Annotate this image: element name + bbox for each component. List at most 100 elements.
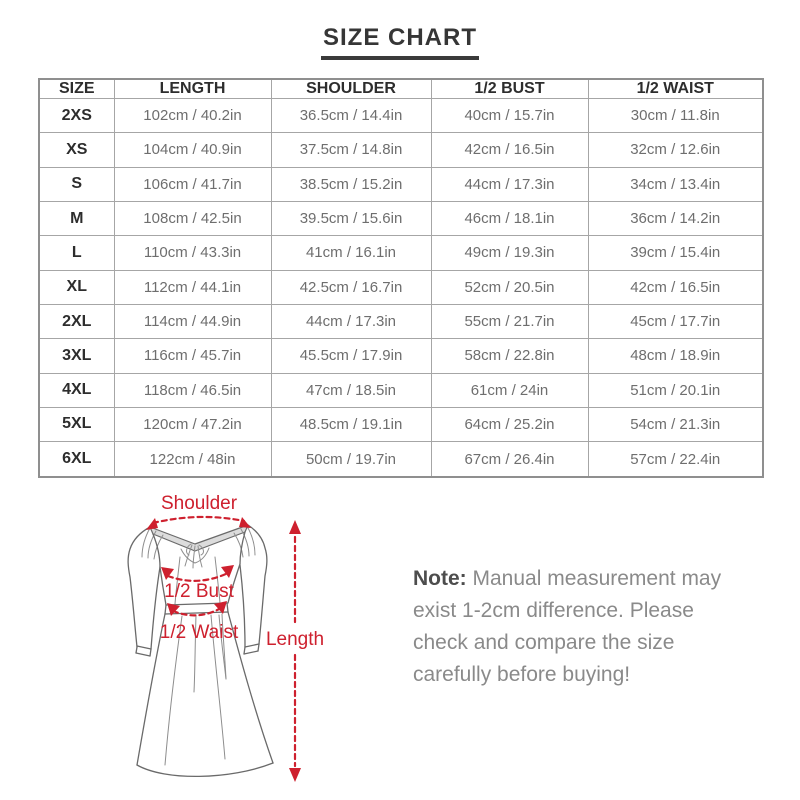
measure-cell: 102cm / 40.2in [113, 97, 272, 134]
bust-arrow-right-icon [221, 565, 234, 578]
table-row: 2XS 102cm / 40.2in 36.5cm / 14.4in 40cm / 1… [38, 97, 764, 134]
measure-cell: 44cm / 17.3in [430, 166, 589, 202]
measure-cell: 67cm / 26.4in [430, 441, 589, 478]
measure-cell: 48.5cm / 19.1in [270, 406, 432, 443]
measure-cell: 44cm / 17.3in [270, 303, 432, 340]
waist-label: 1/2 Waist [160, 622, 239, 643]
measure-cell: 54cm / 21.3in [587, 406, 764, 443]
skirt [136, 611, 274, 778]
measure-cell: 42cm / 16.5in [430, 132, 589, 168]
note-text: Note: Manual measurement may exist 1-2cm… [413, 563, 733, 691]
measure-cell: 42cm / 16.5in [587, 269, 764, 305]
waistband [164, 602, 229, 615]
column-header: SHOULDER [270, 78, 432, 99]
title-wrap: SIZE CHART [0, 24, 800, 60]
bust-measure-line [166, 571, 230, 582]
dress-illustration: Shoulder 1/2 Bust 1/2 Waist Length [127, 493, 324, 782]
size-table: SIZE LENGTH SHOULDER 1/2 BUST 1/2 WAIST 2XS 1… [38, 78, 764, 478]
table-row: 3XL 116cm / 45.7in 45.5cm / 17.9in 58cm / 2… [38, 338, 764, 374]
size-table-head: SIZE LENGTH SHOULDER 1/2 BUST 1/2 WAIST [38, 78, 764, 99]
size-cell: XS [38, 132, 115, 168]
table-row: L 110cm / 43.3in 41cm / 16.1in 49cm / 19.3i… [38, 235, 764, 271]
right-sleeve [233, 524, 268, 655]
size-cell: L [38, 235, 115, 271]
measure-cell: 32cm / 12.6in [587, 132, 764, 168]
dress-outline [127, 524, 274, 778]
neckline-band [149, 524, 249, 552]
measure-cell: 36.5cm / 14.4in [270, 97, 432, 134]
header-row: SIZE LENGTH SHOULDER 1/2 BUST 1/2 WAIST [38, 78, 764, 99]
measure-cell: 47cm / 18.5in [270, 372, 432, 408]
measure-cell: 108cm / 42.5in [113, 200, 272, 237]
size-cell: 3XL [38, 338, 115, 374]
measure-cell: 110cm / 43.3in [113, 235, 272, 271]
length-label: Length [266, 629, 324, 650]
measure-cell: 38.5cm / 15.2in [270, 166, 432, 202]
measure-cell: 112cm / 44.1in [113, 269, 272, 305]
column-header: 1/2 BUST [430, 78, 589, 99]
measure-cell: 45cm / 17.7in [587, 303, 764, 340]
measure-cell: 36cm / 14.2in [587, 200, 764, 237]
note-body: Manual measurement may exist 1-2cm diffe… [413, 567, 722, 686]
size-cell: 4XL [38, 372, 115, 408]
measure-cell: 51cm / 20.1in [587, 372, 764, 408]
table-row: 6XL 122cm / 48in 50cm / 19.7in 67cm / 26.4i… [38, 441, 764, 478]
bust-label: 1/2 Bust [164, 581, 234, 602]
bodice [152, 531, 246, 606]
column-header: SIZE [38, 78, 115, 99]
size-cell: 2XL [38, 303, 115, 340]
measure-cell: 120cm / 47.2in [113, 406, 272, 443]
shoulder-arrow-right-icon [239, 517, 251, 528]
table-row: XS 104cm / 40.9in 37.5cm / 14.8in 42cm / 16… [38, 132, 764, 168]
measure-cell: 46cm / 18.1in [430, 200, 589, 237]
measure-cell: 118cm / 46.5in [113, 372, 272, 408]
table-row: XL 112cm / 44.1in 42.5cm / 16.7in 52cm / 20… [38, 269, 764, 305]
measure-cell: 42.5cm / 16.7in [270, 269, 432, 305]
size-cell: 5XL [38, 406, 115, 443]
measure-cell: 57cm / 22.4in [587, 441, 764, 478]
drawstring-tie [184, 543, 204, 569]
length-arrow-up-icon [289, 520, 301, 534]
measure-cell: 40cm / 15.7in [430, 97, 589, 134]
waist-measure-line [171, 606, 223, 617]
table-row: 4XL 118cm / 46.5in 47cm / 18.5in 61cm / 24i… [38, 372, 764, 408]
measure-cell: 39.5cm / 15.6in [270, 200, 432, 237]
table-row: M 108cm / 42.5in 39.5cm / 15.6in 46cm / 18.… [38, 200, 764, 237]
size-table-body: 2XS 102cm / 40.2in 36.5cm / 14.4in 40cm / 1… [38, 97, 764, 478]
size-cell: 6XL [38, 441, 115, 478]
shoulder-arrow-left-icon [146, 518, 158, 530]
length-arrow-down-icon [289, 768, 301, 782]
measure-cell: 61cm / 24in [430, 372, 589, 408]
dress-measurement-diagram: Shoulder 1/2 Bust 1/2 Waist Length [85, 487, 345, 792]
measure-cell: 64cm / 25.2in [430, 406, 589, 443]
measure-cell: 45.5cm / 17.9in [270, 338, 432, 374]
measure-cell: 48cm / 18.9in [587, 338, 764, 374]
measure-cell: 106cm / 41.7in [113, 166, 272, 202]
size-cell: XL [38, 269, 115, 305]
size-cell: M [38, 200, 115, 237]
measure-cell: 50cm / 19.7in [270, 441, 432, 478]
table-row: 5XL 120cm / 47.2in 48.5cm / 19.1in 64cm / 2… [38, 406, 764, 443]
measure-cell: 116cm / 45.7in [113, 338, 272, 374]
table-row: 2XL 114cm / 44.9in 44cm / 17.3in 55cm / 21.… [38, 303, 764, 340]
bust-arrow-left-icon [161, 567, 174, 580]
column-header: LENGTH [113, 78, 272, 99]
shoulder-measure-line [151, 515, 246, 525]
measure-cell: 104cm / 40.9in [113, 132, 272, 168]
measure-cell: 49cm / 19.3in [430, 235, 589, 271]
size-cell: 2XS [38, 97, 115, 134]
measure-cell: 34cm / 13.4in [587, 166, 764, 202]
measure-cell: 122cm / 48in [113, 441, 272, 478]
page-title: SIZE CHART [321, 24, 479, 60]
measure-cell: 37.5cm / 14.8in [270, 132, 432, 168]
measure-cell: 52cm / 20.5in [430, 269, 589, 305]
measure-cell: 39cm / 15.4in [587, 235, 764, 271]
measure-cell: 58cm / 22.8in [430, 338, 589, 374]
measure-cell: 41cm / 16.1in [270, 235, 432, 271]
size-cell: S [38, 166, 115, 202]
waist-arrow-left-icon [167, 603, 180, 616]
measure-cell: 30cm / 11.8in [587, 97, 764, 134]
measurement-annotations: Shoulder 1/2 Bust 1/2 Waist Length [146, 493, 324, 782]
shoulder-label: Shoulder [161, 493, 238, 514]
